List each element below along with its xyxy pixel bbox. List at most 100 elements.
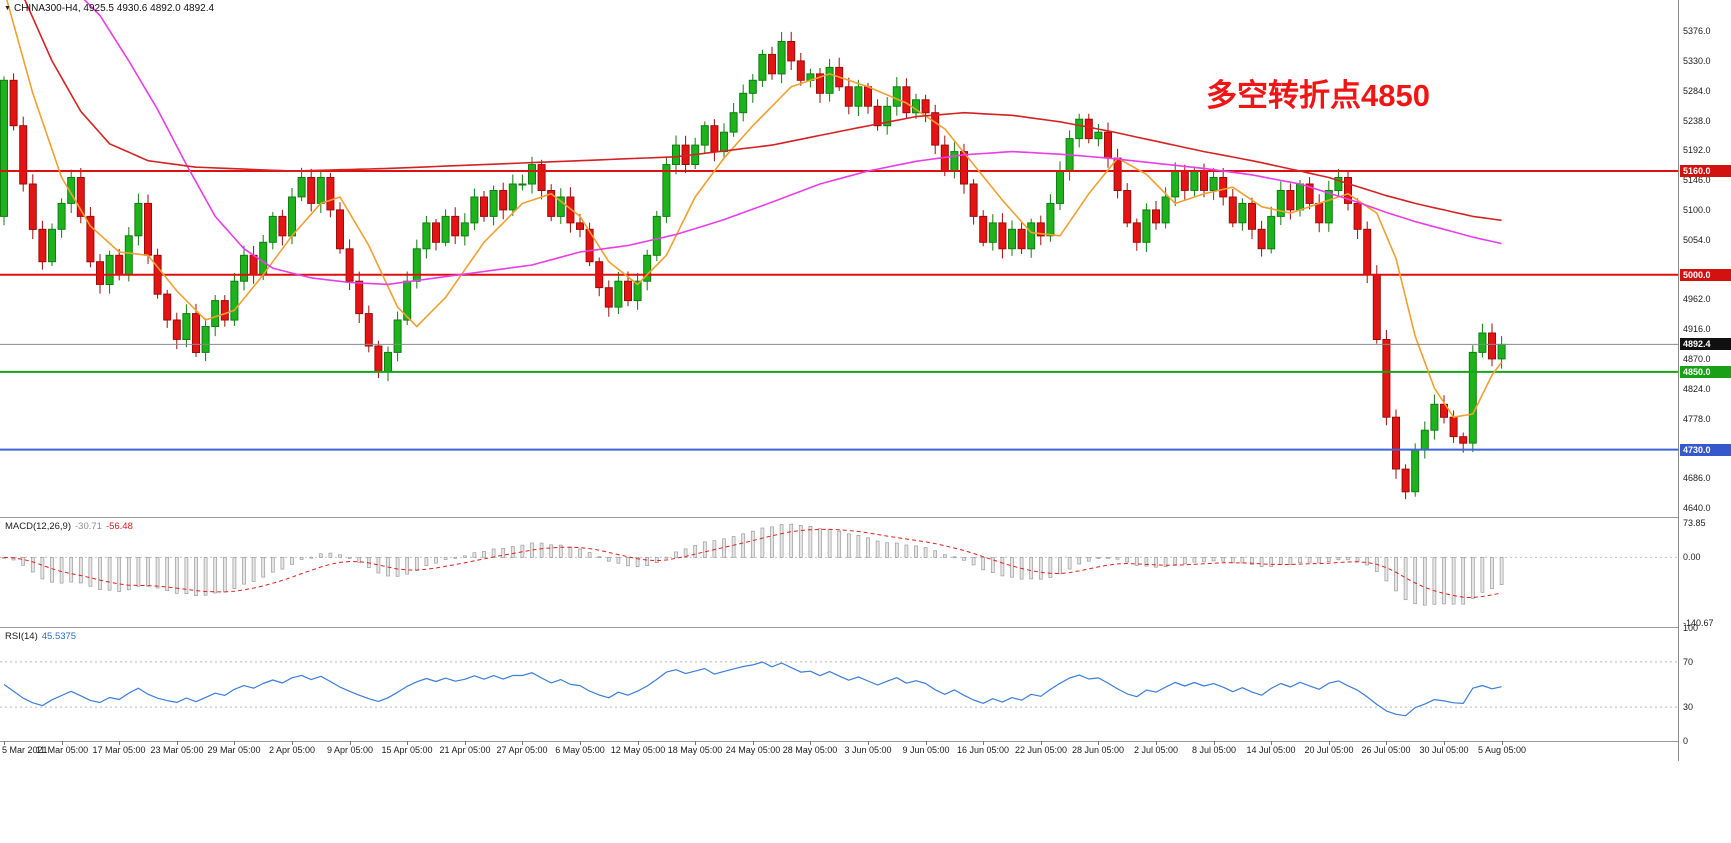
time-tick [1386,741,1387,745]
rsi-name: RSI(14) [5,631,38,642]
time-axis-label: 11 Mar 05:00 [35,745,89,755]
main-chart-panel[interactable]: ▼ CHINA300-H4, 4925.5 4930.6 4892.0 4892.… [0,0,1678,517]
symbol-marker-icon: ▼ [4,5,11,12]
time-axis-label: 6 May 05:00 [555,745,605,755]
time-tick [753,741,754,745]
time-axis-label: 5 Mar 2021 [2,745,48,755]
time-tick [1214,741,1215,745]
time-tick [522,741,523,745]
time-tick [177,741,178,745]
time-axis-label: 22 Jun 05:00 [1014,745,1068,755]
price-tick-label: 4916.0 [1683,324,1711,334]
panel-separator-rsi-axis[interactable] [0,741,1731,742]
time-tick [234,741,235,745]
rsi-scale-label: 70 [1683,657,1694,667]
chart-annotation-text[interactable]: 多空转折点4850 [1206,78,1430,113]
time-tick [1329,741,1330,745]
level-price-tag: 4850.0 [1680,366,1731,378]
price-tick-label: 4640.0 [1683,503,1711,513]
rsi-canvas [0,661,1678,717]
rsi-panel[interactable]: RSI(14) 45.5375 [0,628,1678,741]
current-price-tag: 4892.4 [1680,338,1731,350]
time-tick [465,741,466,745]
time-axis-label: 27 Apr 05:00 [496,745,548,755]
time-axis-label: 16 Jun 05:00 [956,745,1010,755]
macd-main-value: -30.71 [75,521,102,532]
time-axis-label: 14 Jul 05:00 [1246,745,1296,755]
macd-histogram [2,523,1504,606]
time-axis-label: 2 Apr 05:00 [268,745,316,755]
time-tick [4,741,5,745]
price-tick-label: 5284.0 [1683,86,1711,96]
rsi-scale-label: 100 [1683,623,1699,633]
level-price-tag: 5160.0 [1680,165,1731,177]
time-axis-label: 26 Jul 05:00 [1361,745,1411,755]
rsi-line [3,661,1502,717]
time-tick [119,741,120,745]
price-tick-label: 5192.0 [1683,145,1711,155]
macd-scale-label: 0.00 [1683,552,1701,562]
time-tick [407,741,408,745]
time-tick [580,741,581,745]
time-axis-label: 9 Jun 05:00 [902,745,950,755]
price-tick-label: 4870.0 [1683,354,1711,364]
time-tick [1041,741,1042,745]
macd-signal-line [3,528,1502,599]
macd-scale-label: 73.85 [1683,518,1706,528]
time-axis-label: 3 Jun 05:00 [844,745,892,755]
time-axis-label: 20 Jul 05:00 [1304,745,1354,755]
symbol-info: ▼ CHINA300-H4, 4925.5 4930.6 4892.0 4892.… [4,3,214,14]
time-axis-label: 17 Mar 05:00 [92,745,146,755]
time-tick [638,741,639,745]
panel-separator-main-macd[interactable] [0,517,1731,518]
time-axis-label: 23 Mar 05:00 [150,745,204,755]
rsi-scale-label: 30 [1683,702,1694,712]
price-axis[interactable]: 5376.0 5330.0 5284.0 5238.0 5192.0 5146.0 5100… [1678,0,1731,761]
macd-panel[interactable]: MACD(12,26,9) -30.71 -56.48 [0,518,1678,627]
price-tick-label: 5330.0 [1683,56,1711,66]
time-axis[interactable]: 5 Mar 2021 11 Mar 05:00 17 Mar 05:00 23 Mar… [0,741,1678,761]
rsi-label: RSI(14) 45.5375 [5,631,80,642]
time-tick [292,741,293,745]
time-axis-label: 18 May 05:00 [667,745,723,755]
fast-ma-line [6,0,1503,419]
rsi-value: 45.5375 [41,631,77,642]
time-tick [1098,741,1099,745]
level-price-tag: 4730.0 [1680,444,1731,456]
time-tick [810,741,811,745]
panel-separator-macd-rsi[interactable] [0,627,1731,628]
time-axis-label: 24 May 05:00 [725,745,781,755]
time-axis-label: 21 Apr 05:00 [439,745,491,755]
price-tick-label: 4778.0 [1683,414,1711,424]
macd-name: MACD(12,26,9) [5,521,71,532]
time-axis-label: 30 Jul 05:00 [1419,745,1469,755]
time-axis-label: 2 Jul 05:00 [1133,745,1179,755]
macd-scale-label: -140.67 [1683,618,1714,628]
time-tick [695,741,696,745]
price-tick-label: 5054.0 [1683,235,1711,245]
time-tick [983,741,984,745]
time-axis-label: 28 May 05:00 [782,745,838,755]
macd-label: MACD(12,26,9) -30.71 -56.48 [5,521,137,532]
price-tick-label: 4686.0 [1683,473,1711,483]
time-tick [1156,741,1157,745]
price-tick-label: 5376.0 [1683,26,1711,36]
time-axis-label: 15 Apr 05:00 [381,745,433,755]
time-tick [1502,741,1503,745]
price-tick-label: 5146.0 [1683,175,1711,185]
main-chart-canvas [0,0,1678,500]
mid-ma-line [83,0,1502,286]
rsi-scale-label: 0 [1683,736,1689,746]
time-tick [1444,741,1445,745]
time-tick [62,741,63,745]
time-axis-label: 8 Jul 05:00 [1191,745,1237,755]
time-axis-label: 5 Aug 05:00 [1477,745,1527,755]
time-axis-label: 9 Apr 05:00 [326,745,374,755]
time-axis-label: 12 May 05:00 [610,745,666,755]
time-tick [926,741,927,745]
macd-signal-value: -56.48 [105,521,133,532]
time-tick [350,741,351,745]
time-tick [868,741,869,745]
price-tick-label: 5238.0 [1683,116,1711,126]
